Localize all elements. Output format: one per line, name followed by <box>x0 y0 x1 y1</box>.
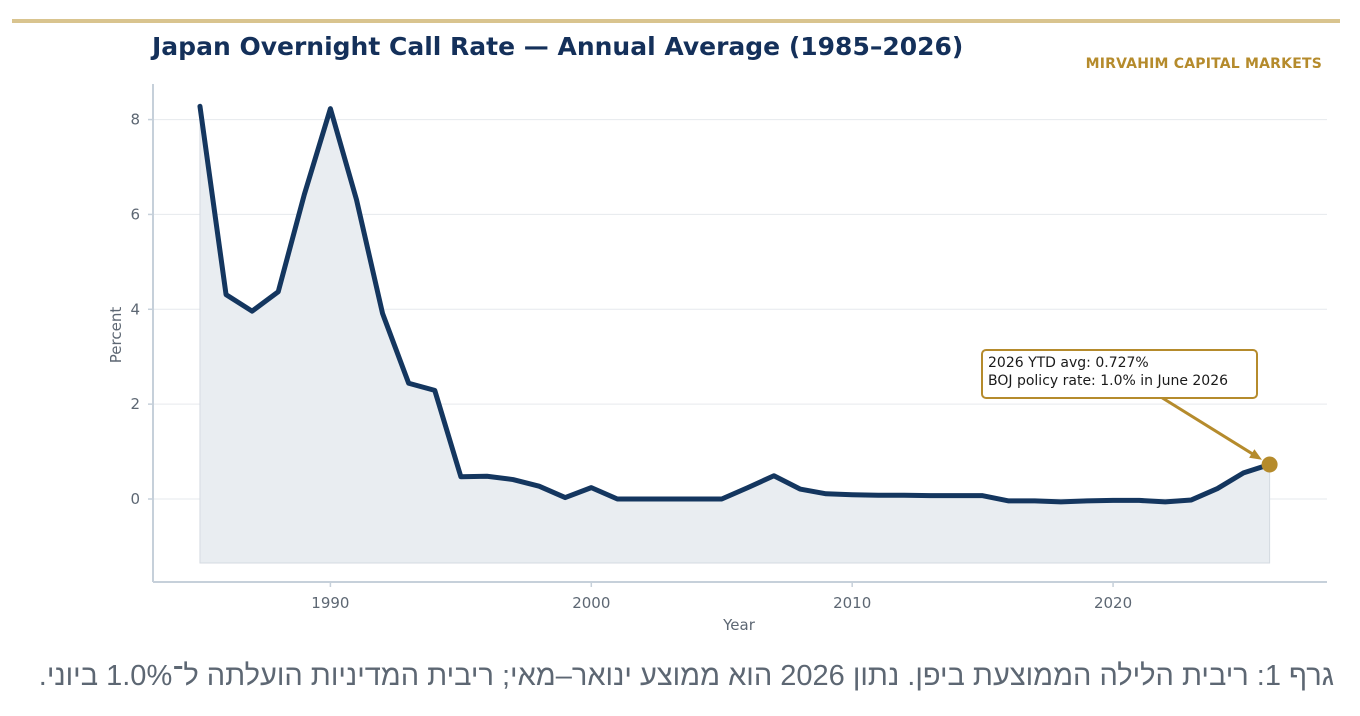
data-point <box>901 492 907 498</box>
data-point <box>197 103 203 109</box>
data-point <box>484 473 490 479</box>
data-point <box>536 483 542 489</box>
data-point <box>275 289 281 295</box>
data-point <box>640 496 646 502</box>
y-tick-label: 8 <box>130 111 140 129</box>
data-point <box>875 492 881 498</box>
data-point <box>1241 470 1247 476</box>
data-point <box>667 496 673 502</box>
y-tick-label: 0 <box>130 490 140 508</box>
x-axis-label: Year <box>722 616 756 634</box>
data-point <box>954 493 960 499</box>
x-tick-label: 2020 <box>1094 594 1132 612</box>
data-point <box>458 474 464 480</box>
data-point <box>1188 497 1194 503</box>
data-point <box>771 473 777 479</box>
data-point <box>823 491 829 497</box>
y-axis-label: Percent <box>107 307 125 364</box>
data-point <box>693 496 699 502</box>
annotation-line-1: 2026 YTD avg: 0.727% <box>988 355 1149 371</box>
data-point <box>745 485 751 491</box>
annotation-arrowhead <box>1249 449 1262 460</box>
data-point <box>1136 497 1142 503</box>
data-point <box>1032 498 1038 504</box>
top-rule <box>12 19 1340 23</box>
figure-caption: גרף 1: ריבית הלילה הממוצעת ביפן. נתון 20… <box>38 660 1334 692</box>
annotation-line-2: BOJ policy rate: 1.0% in June 2026 <box>988 373 1229 389</box>
y-tick-label: 4 <box>130 300 140 318</box>
data-point <box>510 477 516 483</box>
data-point <box>980 493 986 499</box>
data-point <box>1058 499 1064 505</box>
data-point <box>719 496 725 502</box>
chart-title: Japan Overnight Call Rate — Annual Avera… <box>152 32 964 61</box>
highlight-point <box>1261 456 1278 473</box>
data-point <box>432 387 438 393</box>
y-tick-label: 2 <box>130 395 140 413</box>
data-point <box>301 192 307 198</box>
x-tick-label: 1990 <box>311 594 349 612</box>
annotation-arrow <box>1155 392 1256 457</box>
data-point <box>223 292 229 298</box>
data-point <box>588 485 594 491</box>
data-point <box>1006 498 1012 504</box>
data-point <box>562 495 568 501</box>
data-point <box>849 492 855 498</box>
data-point <box>927 493 933 499</box>
brand-label: MIRVAHIM CAPITAL MARKETS <box>1085 56 1322 72</box>
data-point <box>327 106 333 112</box>
data-point <box>614 496 620 502</box>
data-point <box>406 380 412 386</box>
series-line <box>197 103 1273 505</box>
annotation-box: 2026 YTD avg: 0.727% BOJ policy rate: 1.… <box>981 349 1258 399</box>
data-point <box>249 308 255 314</box>
data-point <box>1214 486 1220 492</box>
data-point <box>1162 499 1168 505</box>
data-point <box>353 197 359 203</box>
y-tick-label: 6 <box>130 205 140 223</box>
x-tick-label: 2000 <box>572 594 610 612</box>
data-point <box>797 486 803 492</box>
data-point <box>1084 498 1090 504</box>
data-point <box>380 311 386 317</box>
data-point <box>1110 497 1116 503</box>
x-tick-label: 2010 <box>833 594 871 612</box>
